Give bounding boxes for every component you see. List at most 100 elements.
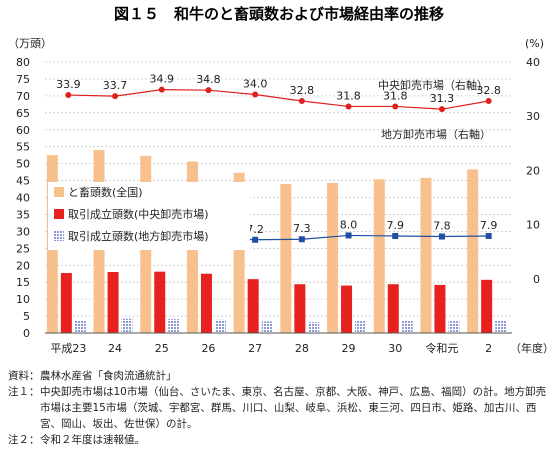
x-tick-label: 平成23 (50, 342, 86, 355)
local-market-point (485, 232, 492, 239)
legend-swatch-slaughter (54, 187, 64, 197)
central-market-data-label: 33.9 (56, 78, 81, 91)
note-source-head: 資料： (8, 370, 40, 382)
bar-central (107, 272, 119, 333)
note-source: 資料： 農林水産省「食肉流通統計」 (8, 368, 554, 384)
left-tick-label: 20 (16, 259, 30, 272)
local-market-point (345, 232, 352, 239)
legend-swatch-central (54, 209, 64, 219)
left-axis-unit: （万頭） (8, 37, 52, 50)
left-tick-label: 80 (16, 56, 30, 69)
bar-local (355, 321, 367, 333)
central-market-data-label: 31.8 (336, 89, 361, 102)
central-market-data-label: 32.8 (290, 84, 315, 97)
central-market-point (65, 92, 72, 99)
right-tick-label: 10 (526, 219, 540, 232)
right-axis-unit: (%) (525, 37, 544, 50)
central-market-data-label: 34.0 (243, 78, 268, 91)
bar-local (261, 321, 273, 333)
legend-box (48, 182, 250, 250)
central-market-point (392, 103, 399, 110)
note-1-head: 注１： (8, 386, 40, 398)
bar-central (341, 285, 353, 333)
left-tick-label: 25 (16, 242, 30, 255)
chart-title: 図１５ 和牛のと畜頭数および市場経由率の推移 (114, 5, 444, 23)
left-tick-label: 40 (16, 192, 30, 205)
right-tick-label: 0 (533, 273, 540, 286)
central-market-data-label: 33.7 (103, 79, 128, 92)
central-market-point (112, 93, 119, 100)
left-tick-label: 0 (23, 327, 30, 340)
bar-slaughter (327, 182, 339, 333)
local-market-point (252, 236, 259, 243)
central-market-point (345, 103, 352, 110)
central-market-line-label: 中央卸売市場（右軸） (378, 78, 488, 92)
left-tick-label: 50 (16, 158, 30, 171)
bar-local (448, 321, 460, 333)
bar-central (481, 279, 493, 333)
bar-central (387, 284, 399, 333)
legend: と畜頭数(全国) 取引成立頭数(中央卸売市場) 取引成立頭数(地方卸売市場) (48, 182, 250, 250)
right-tick-label: 40 (526, 56, 540, 69)
central-market-line (68, 89, 489, 110)
left-tick-label: 60 (16, 124, 30, 137)
axes: 0 5 10 15 20 25 30 35 40 45 50 55 60 65 70 75 80 0 10 20 30 4… (16, 56, 540, 355)
local-market-point (438, 233, 445, 240)
local-market-data-label: 7.9 (480, 219, 498, 232)
local-market-data-label: 7.2 (246, 223, 264, 236)
x-tick-label: 令和元 (425, 341, 458, 355)
bar-central (434, 284, 446, 333)
x-tick-label: 2 (485, 342, 492, 355)
note-source-text: 農林水産省「食肉流通統計」 (40, 370, 177, 382)
chart: 図１５ 和牛のと畜頭数および市場経由率の推移 （万頭） (%) （年度） 中央卸… (8, 5, 554, 355)
note-1-text: 中央卸売市場は10市場（仙台、さいたま、東京、名古屋、京都、大阪、神戸、広島、福… (40, 386, 547, 430)
bar-local (308, 322, 320, 333)
bar-slaughter (420, 177, 432, 333)
bar-central (200, 273, 212, 333)
legend-swatch-local (54, 231, 64, 241)
central-market-point (205, 87, 212, 94)
central-market-point (158, 86, 165, 93)
central-market-point (298, 98, 305, 105)
x-tick-label: 27 (248, 342, 262, 355)
bar-central (60, 273, 72, 333)
x-tick-label: 28 (295, 342, 309, 355)
note-1: 注１： 中央卸売市場は10市場（仙台、さいたま、東京、名古屋、京都、大阪、神戸、… (8, 384, 554, 432)
x-tick-label: 24 (108, 342, 122, 355)
left-tick-label: 55 (16, 141, 30, 154)
right-tick-label: 30 (526, 110, 540, 123)
bar-local (168, 319, 180, 333)
notes: 資料： 農林水産省「食肉流通統計」 注１： 中央卸売市場は10市場（仙台、さいた… (8, 368, 554, 448)
legend-label-slaughter: と畜頭数(全国) (68, 185, 143, 199)
left-tick-label: 30 (16, 225, 30, 238)
x-axis-unit: （年度） (510, 341, 554, 355)
left-tick-label: 45 (16, 175, 30, 188)
bar-slaughter (280, 183, 292, 333)
left-tick-label: 75 (16, 73, 30, 86)
x-tick-label: 29 (342, 342, 356, 355)
central-market-point (438, 106, 445, 113)
local-market-data-label: 7.8 (433, 220, 451, 233)
local-market-point (392, 232, 399, 239)
note-2-text: 令和２年度は速報値。 (40, 434, 145, 446)
grid (45, 61, 512, 334)
central-market-data-label: 34.8 (196, 73, 221, 86)
right-tick-label: 20 (526, 164, 540, 177)
legend-label-central: 取引成立頭数(中央卸売市場) (68, 207, 209, 221)
bar-local (495, 320, 507, 333)
local-market-point (298, 236, 305, 243)
central-market-data-label: 32.8 (476, 84, 501, 97)
central-market-point (485, 98, 492, 105)
local-market-data-label: 7.3 (293, 222, 311, 235)
left-tick-label: 15 (16, 276, 30, 289)
note-2: 注２： 令和２年度は速報値。 (8, 432, 554, 448)
left-tick-label: 5 (23, 310, 30, 323)
left-tick-label: 35 (16, 208, 30, 221)
local-market-line-label: 地方卸売市場（右軸） (381, 127, 491, 141)
legend-label-local: 取引成立頭数(地方卸売市場) (68, 229, 209, 243)
bar-local (121, 318, 133, 333)
left-tick-label: 10 (16, 293, 30, 306)
central-market-data-label: 31.3 (430, 92, 455, 105)
central-market-point (252, 91, 259, 98)
